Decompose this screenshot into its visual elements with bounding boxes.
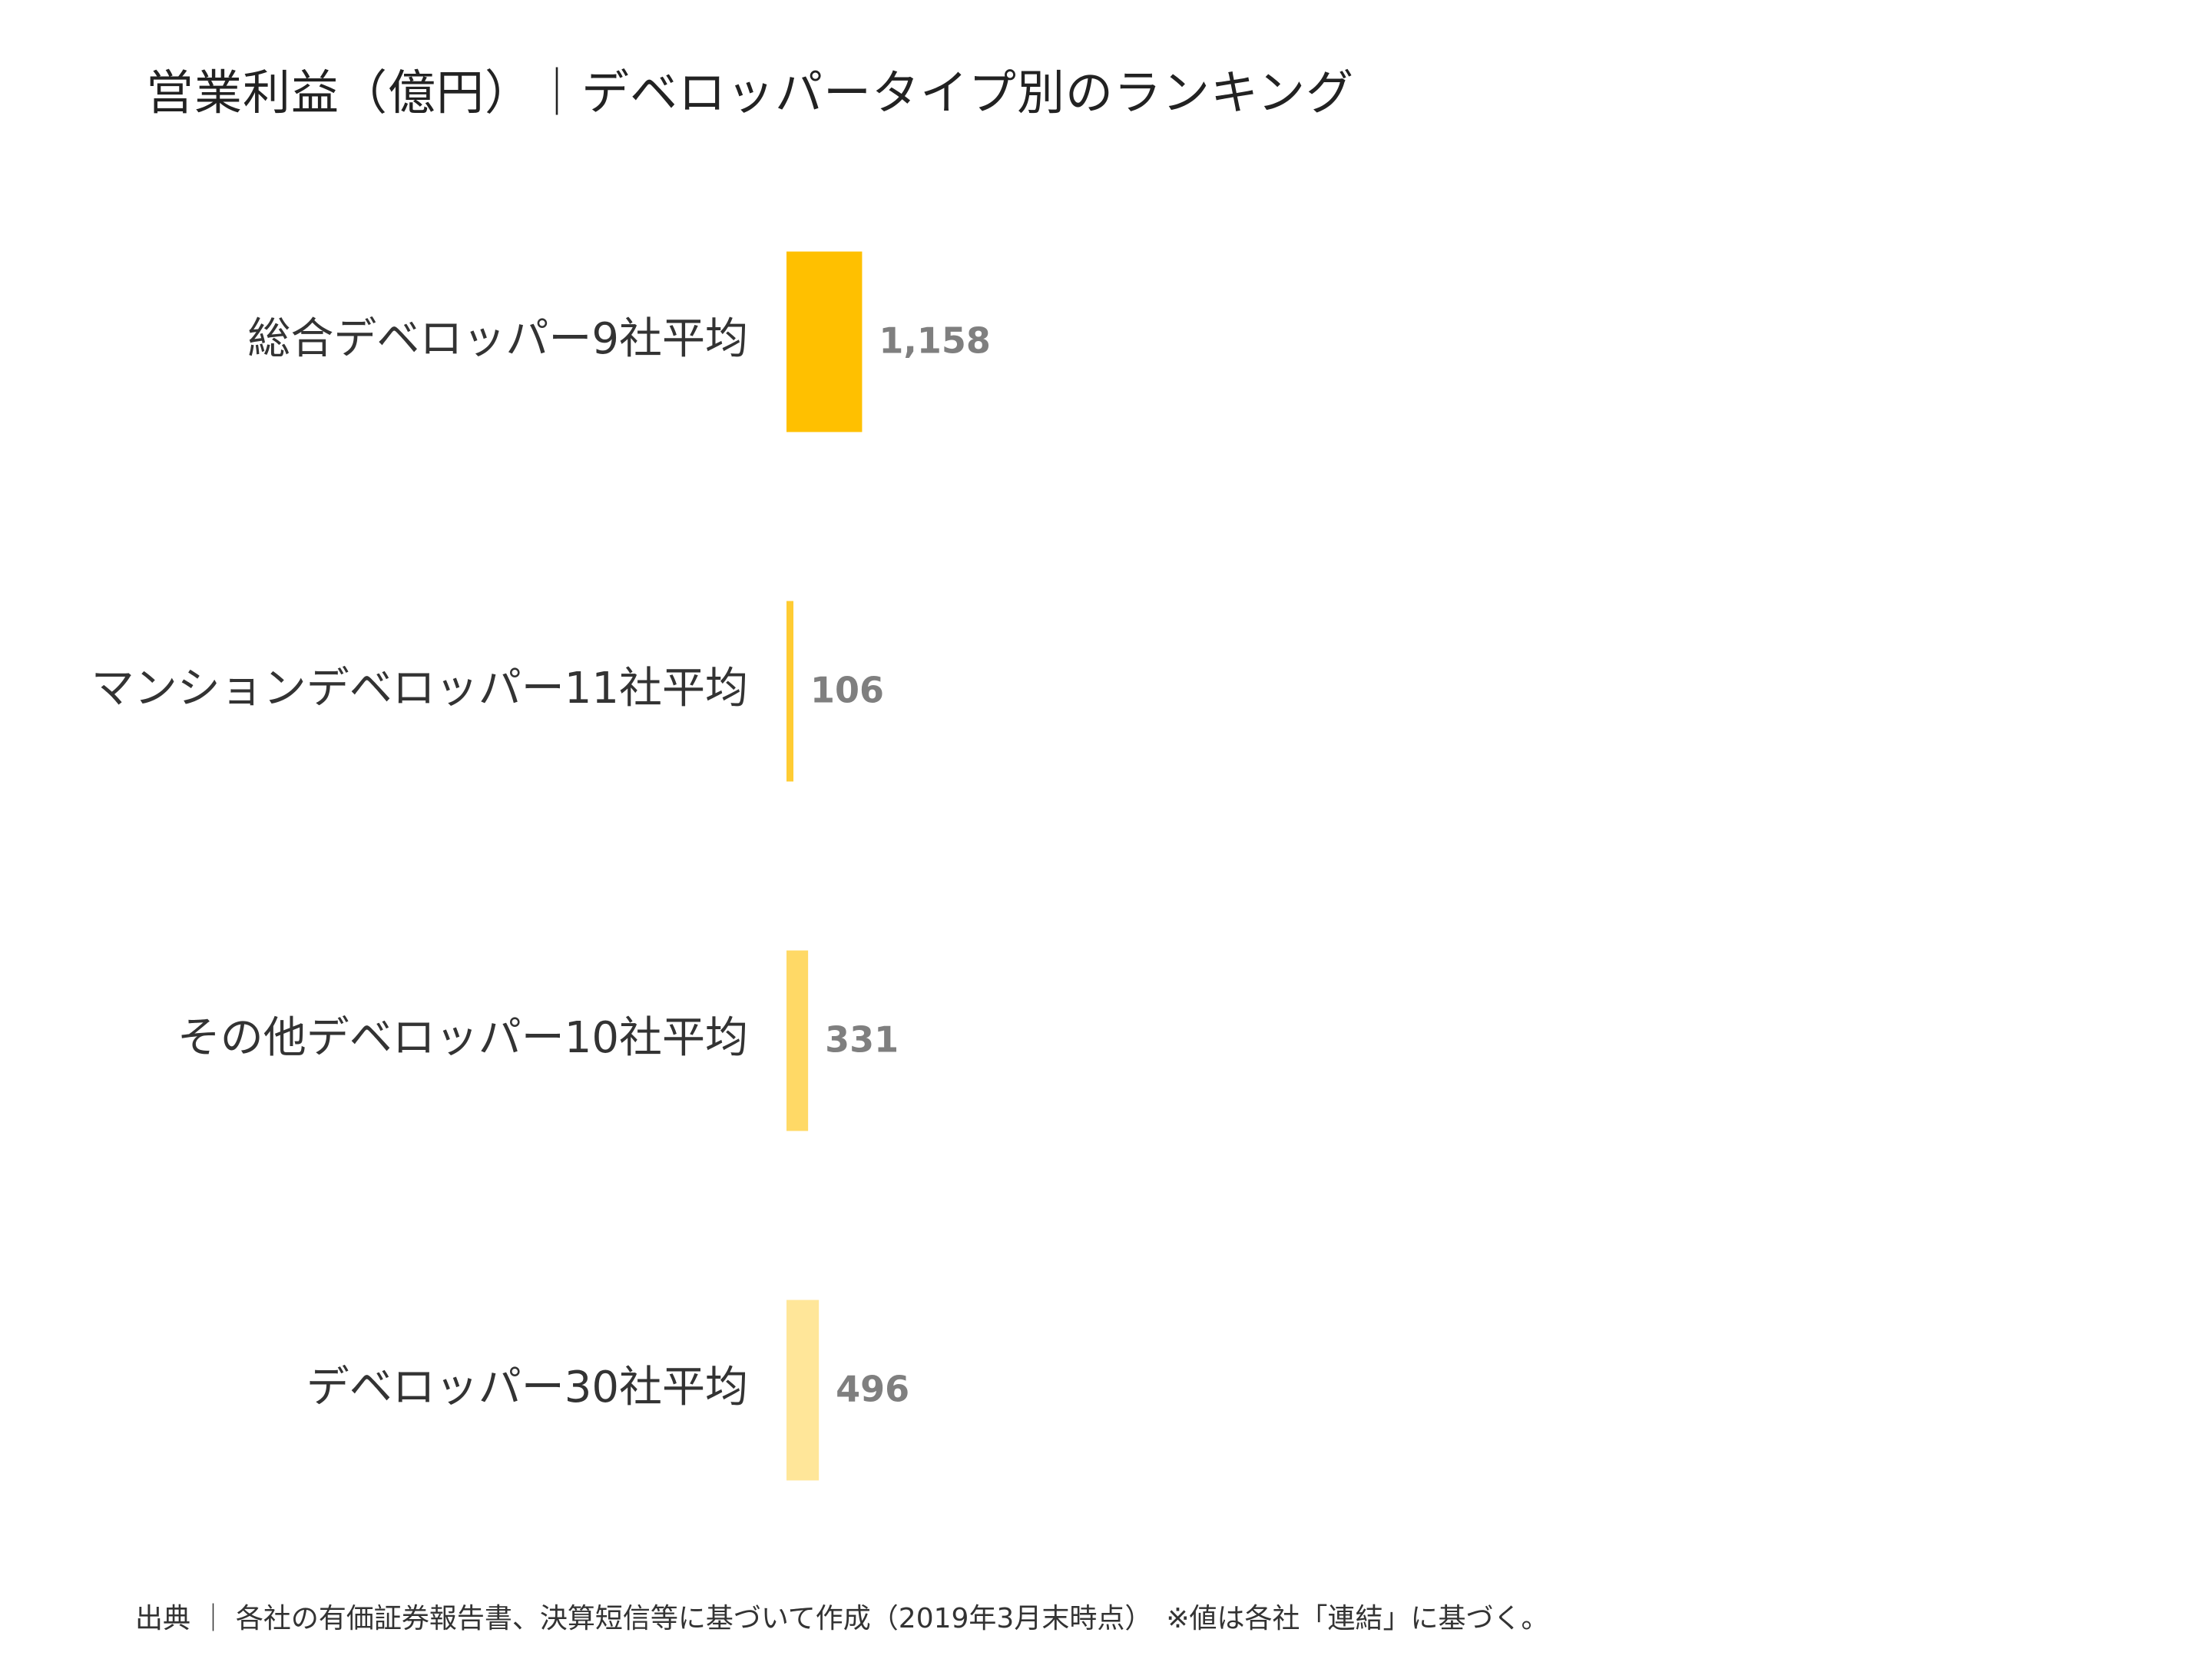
category-label-1: 総合デベロッパー9社平均 xyxy=(247,314,748,364)
bar-3 xyxy=(786,950,809,1131)
category-label-2: マンションデベロッパー11社平均 xyxy=(91,664,748,714)
chart-title: 営業利益（億円）｜デベロッパータイプ別のランキング xyxy=(146,65,1355,121)
category-label-4: デベロッパー30社平均 xyxy=(306,1363,748,1412)
bar-1 xyxy=(786,251,863,432)
value-label-2: 106 xyxy=(810,670,884,711)
bars-layer: 総合デベロッパー9社平均 1,158 マンションデベロッパー11社平均 106 その他デ… xyxy=(91,251,991,1481)
source-note: 出典 ｜ 各社の有価証券報告書、決算短信等に基づいて作成（2019年3月末時点）… xyxy=(135,1603,1549,1634)
value-label-4: 496 xyxy=(836,1369,909,1410)
category-label-3: その他デベロッパー10社平均 xyxy=(177,1013,748,1063)
bar-2 xyxy=(786,601,794,782)
bar-4 xyxy=(786,1300,820,1481)
value-label-1: 1,158 xyxy=(879,320,991,362)
value-label-3: 331 xyxy=(825,1019,899,1061)
